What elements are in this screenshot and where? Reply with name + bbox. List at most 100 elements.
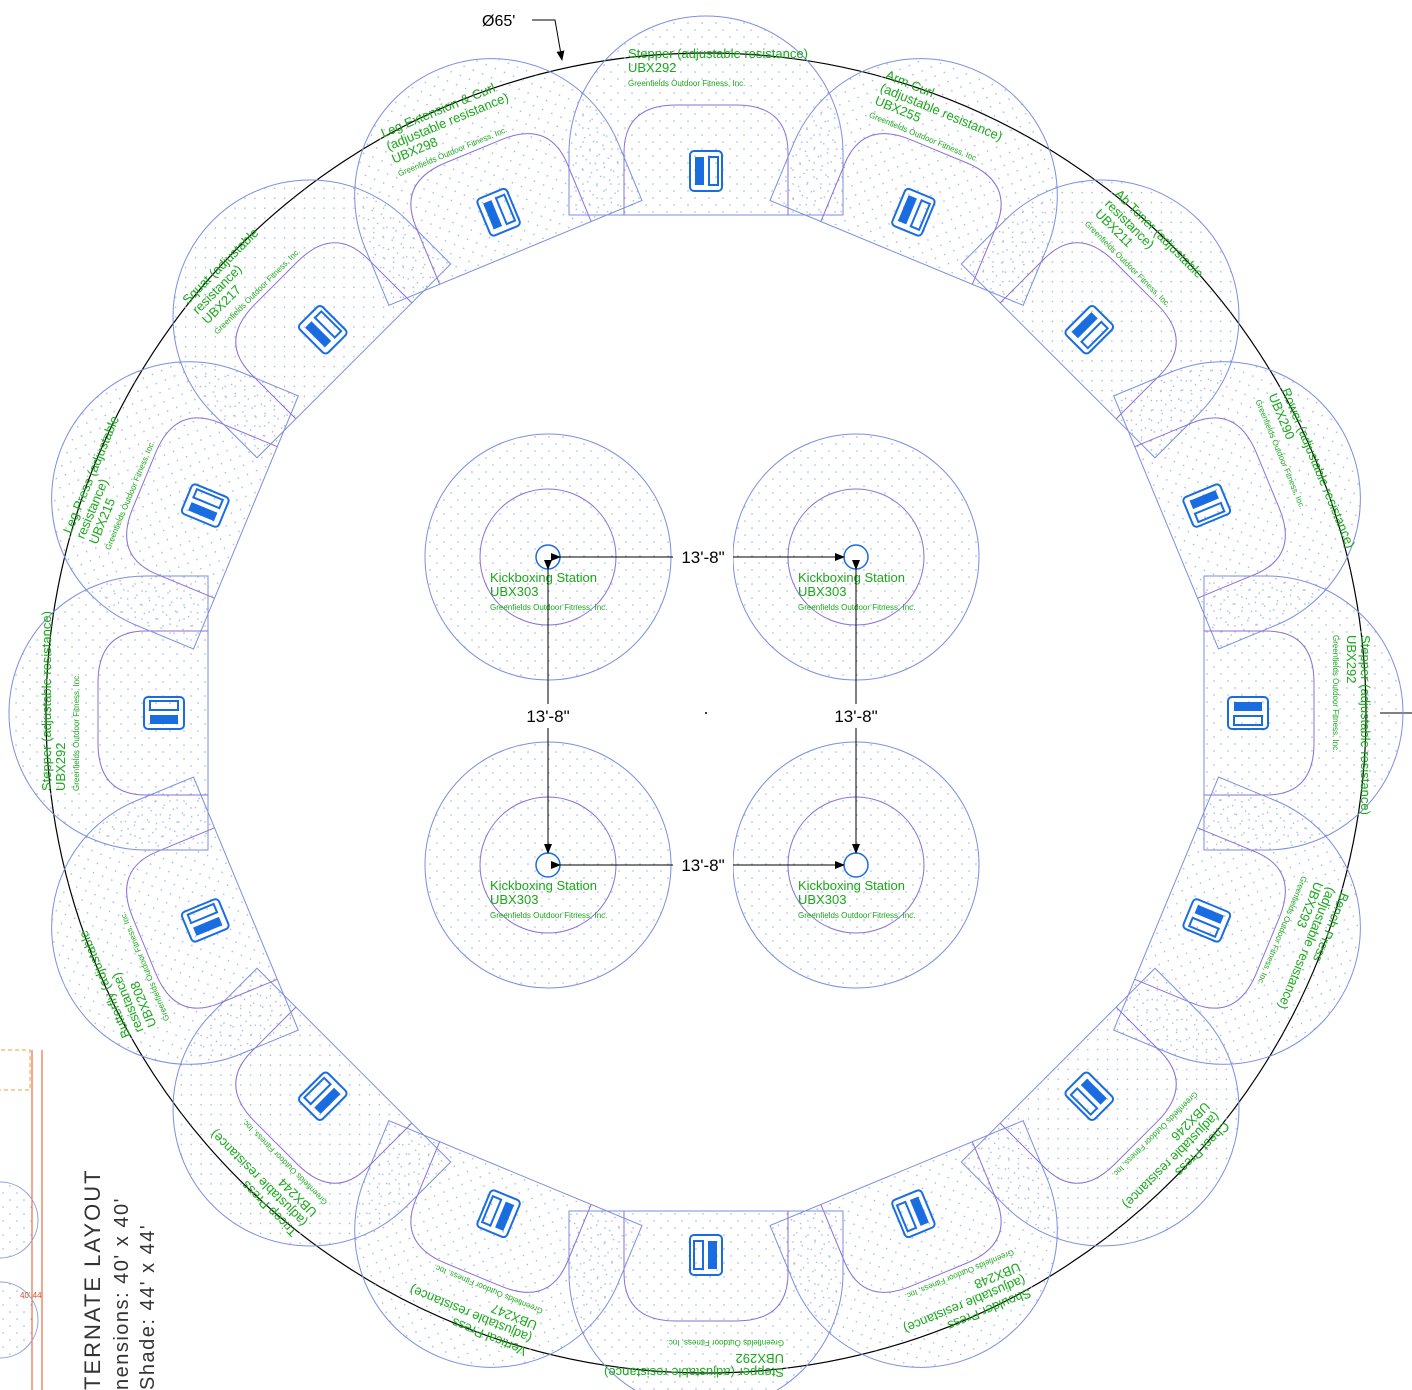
maker-label: Greenfields Outdoor Fitness, Inc. xyxy=(628,79,745,88)
equipment-zone xyxy=(126,417,278,599)
use-zone xyxy=(354,58,643,306)
equipment-label: UBX303 xyxy=(490,892,538,907)
diameter-leader xyxy=(532,19,565,61)
dimension-bg xyxy=(673,853,733,877)
equipment-label: Kickboxing Station xyxy=(490,878,597,893)
dimension-bg xyxy=(673,545,733,569)
equipment-label: Stepper (adjustable resistance) xyxy=(604,1365,784,1380)
equipment-label: UBX292 xyxy=(736,1351,784,1366)
icon-part xyxy=(1080,1078,1107,1105)
maker-label: Greenfields Outdoor Fitness, Inc. xyxy=(1331,635,1340,752)
equipment-zone xyxy=(126,827,278,1009)
icon-frame xyxy=(297,304,348,355)
size-label: 40' 44' xyxy=(20,1291,44,1300)
equipment-icon xyxy=(1064,1071,1115,1122)
dimension-label: 13'-8" xyxy=(526,707,569,726)
icon-part xyxy=(1234,702,1262,711)
equipment-zone xyxy=(97,630,208,796)
equipment-station: Butterfly (adjustableresistance)UBX208Gr… xyxy=(51,776,299,1065)
equipment-label: UBX292 xyxy=(628,60,676,75)
dimension-bg xyxy=(826,704,886,728)
icon-frame xyxy=(1064,1071,1115,1122)
mini-station xyxy=(0,1181,39,1259)
icon-frame xyxy=(143,696,185,730)
equipment-icon xyxy=(1182,483,1232,528)
icon-frame xyxy=(1182,483,1232,528)
icon-part xyxy=(149,700,179,711)
maker-label: Greenfields Outdoor Fitness, Inc. xyxy=(798,911,915,920)
equipment-label: Stepper (adjustable resistance) xyxy=(628,46,808,61)
equipment-label: Kickboxing Station xyxy=(490,570,597,585)
equipment-label: UBX303 xyxy=(798,892,846,907)
dimension-label: 13'-8" xyxy=(681,856,724,875)
equipment-station: Stepper (adjustable resistance)UBX292 Gre… xyxy=(8,575,209,851)
equipment-station: Stepper (adjustable resistance)UBX292 Gre… xyxy=(568,15,844,216)
icon-part xyxy=(909,199,932,232)
bag-post xyxy=(843,544,869,570)
equipment-zone xyxy=(820,1141,1002,1293)
equipment-label: Kickboxing Station xyxy=(798,570,905,585)
icon-frame xyxy=(891,187,936,237)
equipment-icon xyxy=(891,187,936,237)
equipment-icon xyxy=(1064,304,1115,355)
equipment-zone xyxy=(623,104,789,215)
equipment-zone xyxy=(235,1006,413,1184)
equipment-zone xyxy=(1134,417,1286,599)
icon-frame xyxy=(1227,696,1269,730)
equipment-zone xyxy=(999,242,1177,420)
alt-shade: Shade: 44' x 44' xyxy=(137,1224,159,1390)
icon-frame xyxy=(297,1071,348,1122)
icon-part xyxy=(1080,320,1110,350)
equipment-zone xyxy=(999,1006,1177,1184)
icon-part xyxy=(909,1196,929,1226)
equipment-label: UBX292 xyxy=(1344,635,1359,683)
icon-part xyxy=(150,715,178,724)
equipment-zone xyxy=(410,1141,592,1293)
equipment-zone xyxy=(1204,630,1315,796)
mini-station xyxy=(0,1281,39,1359)
equipment-icon xyxy=(476,187,521,237)
dimension-label: 13'-8" xyxy=(834,707,877,726)
equipment-zone xyxy=(410,133,592,285)
dimension-label: 13'-8" xyxy=(681,548,724,567)
equipment-icon xyxy=(143,696,185,730)
icon-part xyxy=(192,487,225,510)
icon-part xyxy=(495,1201,515,1231)
equipment-icon xyxy=(689,1234,723,1276)
icon-frame xyxy=(180,898,230,943)
icon-frame xyxy=(1064,304,1115,355)
equipment-icon xyxy=(689,150,723,192)
icon-part xyxy=(695,157,704,185)
equipment-station: Leg Extension & Curl(adjustable resistan… xyxy=(354,58,643,306)
maker-label: Greenfields Outdoor Fitness, Inc. xyxy=(490,911,607,920)
equipment-label: UBX303 xyxy=(798,584,846,599)
icon-part xyxy=(188,502,218,522)
maker-label: Greenfields Outdoor Fitness, Inc. xyxy=(490,603,607,612)
alt-dimensions: nensions: 40' x 40' xyxy=(111,1197,133,1390)
equipment-icon xyxy=(1227,696,1269,730)
icon-part xyxy=(1189,490,1219,510)
equipment-station: Stepper (adjustable resistance)UBX292 Gre… xyxy=(1203,575,1404,851)
icon-part xyxy=(897,195,917,225)
icon-part xyxy=(480,1194,503,1227)
equipment-zone xyxy=(820,133,1002,285)
icon-part xyxy=(1071,312,1098,339)
icon-part xyxy=(1193,501,1226,524)
icon-part xyxy=(193,916,223,936)
maker-label: Greenfields Outdoor Fitness, Inc. xyxy=(72,674,81,791)
bag-post xyxy=(535,852,561,878)
icon-part xyxy=(302,1076,332,1106)
outline xyxy=(0,1049,31,1091)
equipment-icon xyxy=(180,483,230,528)
icon-part xyxy=(483,200,503,230)
icon-part xyxy=(1194,904,1224,924)
maker-label: Greenfields Outdoor Fitness, Inc. xyxy=(667,1338,784,1347)
icon-frame xyxy=(689,1234,723,1276)
center-mark xyxy=(705,712,707,714)
icon-part xyxy=(693,1240,704,1270)
alternate-layout: 40' 44' TERNATE LAYOUT nensions: 40' x 4… xyxy=(0,1049,159,1390)
equipment-label: Kickboxing Station xyxy=(798,878,905,893)
equipment-icon xyxy=(180,898,230,943)
